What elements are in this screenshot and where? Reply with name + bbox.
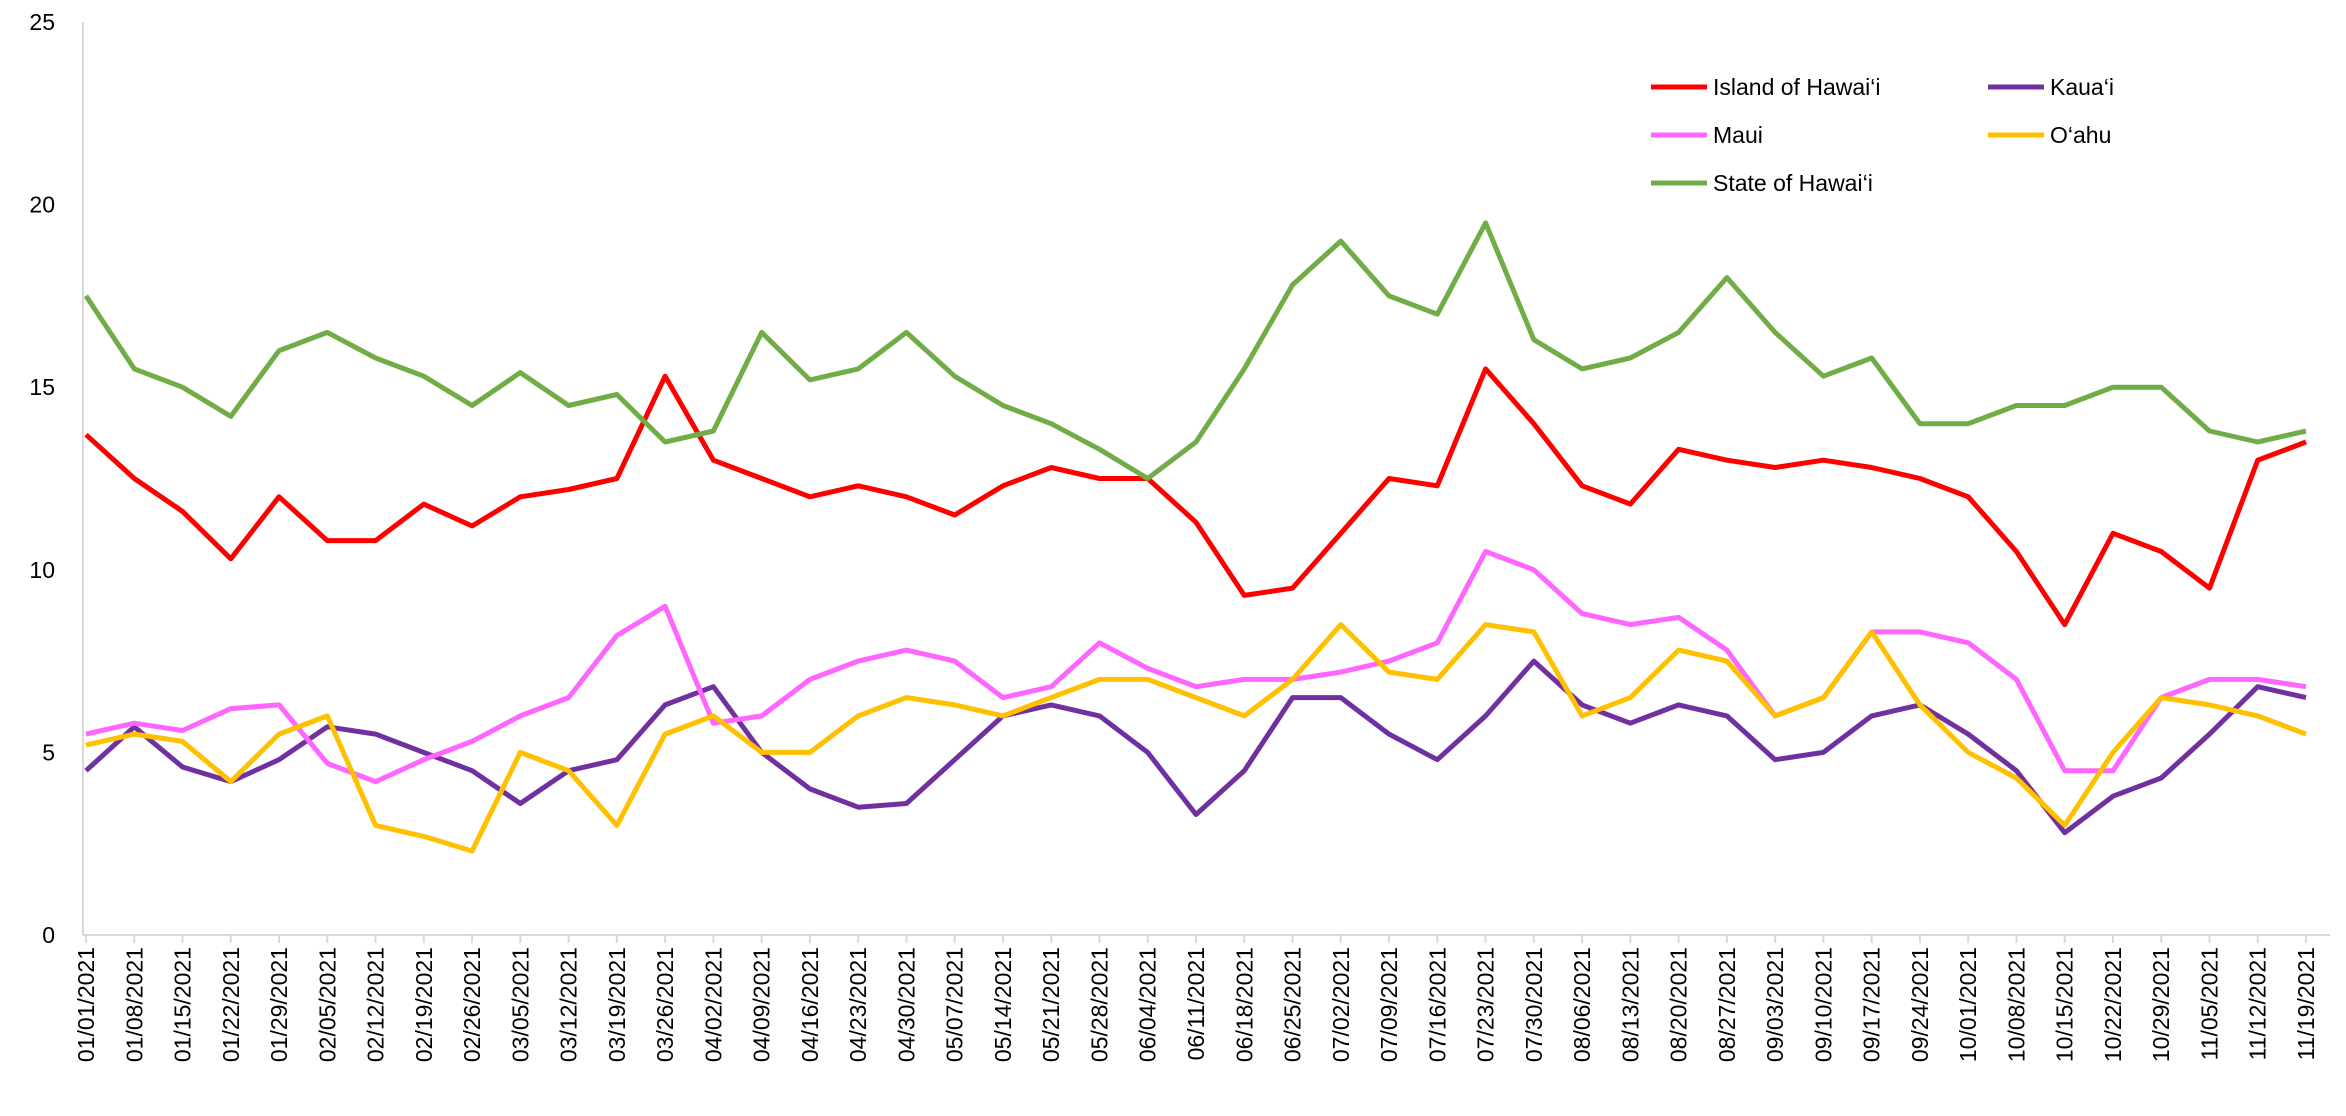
series-line (84, 658, 2307, 836)
y-tick-label: 5 (42, 739, 55, 765)
x-tick-label: 04/30/2021 (893, 947, 919, 1062)
x-tick-label: 01/01/2021 (73, 947, 99, 1062)
x-tick-label: 10/22/2021 (2100, 947, 2126, 1062)
x-tick-label: 04/16/2021 (797, 947, 823, 1062)
x-tick-label: 07/02/2021 (1328, 947, 1354, 1062)
x-tick-label: 07/16/2021 (1424, 947, 1450, 1062)
x-tick-label: 11/19/2021 (2293, 947, 2319, 1060)
x-tick-label: 07/30/2021 (1521, 947, 1547, 1062)
x-tick-label: 03/12/2021 (556, 947, 582, 1062)
x-tick-label: 08/06/2021 (1569, 947, 1595, 1062)
x-tick-label: 01/15/2021 (170, 947, 196, 1062)
x-tick-label: 04/02/2021 (700, 947, 726, 1062)
x-tick-label: 05/21/2021 (1038, 947, 1064, 1062)
legend-label: Maui (1713, 122, 1763, 148)
x-tick-label: 05/28/2021 (1086, 947, 1112, 1062)
x-tick-label: 05/07/2021 (942, 947, 968, 1062)
series-line (85, 622, 2307, 854)
legend-label: Kaua‘i (2050, 74, 2114, 100)
x-tick-label: 10/01/2021 (1955, 947, 1981, 1062)
x-tick-label: 02/12/2021 (363, 947, 389, 1062)
y-tick-label: 20 (29, 192, 55, 218)
series-line (85, 549, 2307, 785)
x-tick-label: 06/25/2021 (1280, 947, 1306, 1062)
x-tick-label: 01/08/2021 (121, 947, 147, 1062)
x-tick-label: 02/19/2021 (411, 947, 437, 1062)
y-tick-label: 25 (29, 9, 55, 35)
x-tick-label: 01/29/2021 (266, 947, 292, 1062)
x-tick-label: 06/18/2021 (1231, 947, 1257, 1062)
x-tick-label: 01/22/2021 (218, 947, 244, 1062)
x-tick-label: 10/15/2021 (2052, 947, 2078, 1062)
x-tick-label: 11/12/2021 (2245, 947, 2271, 1060)
x-tick-label: 09/03/2021 (1762, 947, 1788, 1062)
y-tick-label: 15 (29, 374, 55, 400)
legend-label: Island of Hawai‘i (1713, 74, 1880, 100)
x-tick-label: 07/09/2021 (1376, 947, 1402, 1062)
x-tick-label: 09/24/2021 (1907, 947, 1933, 1062)
x-tick-label: 08/20/2021 (1666, 947, 1692, 1062)
x-tick-label: 04/23/2021 (845, 947, 871, 1062)
x-tick-label: 03/05/2021 (507, 947, 533, 1062)
x-tick-label: 07/23/2021 (1473, 947, 1499, 1062)
x-tick-label: 03/19/2021 (604, 947, 630, 1062)
x-tick-label: 05/14/2021 (990, 947, 1016, 1062)
x-tick-label: 02/26/2021 (459, 947, 485, 1062)
x-tick-label: 08/27/2021 (1714, 947, 1740, 1062)
x-tick-label: 08/13/2021 (1617, 947, 1643, 1062)
series-line (84, 366, 2307, 628)
x-tick-label: 02/05/2021 (314, 947, 340, 1062)
legend-label: O‘ahu (2050, 122, 2111, 148)
y-tick-label: 10 (29, 557, 55, 583)
y-tick-label: 0 (42, 922, 55, 948)
x-tick-label: 11/05/2021 (2196, 947, 2222, 1060)
x-tick-label: 04/09/2021 (749, 947, 775, 1062)
x-tick-label: 03/26/2021 (652, 947, 678, 1062)
x-tick-label: 09/10/2021 (1810, 947, 1836, 1062)
x-tick-label: 06/11/2021 (1183, 947, 1209, 1060)
x-tick-label: 10/08/2021 (2003, 947, 2029, 1062)
x-tick-label: 06/04/2021 (1135, 947, 1161, 1062)
legend-label: State of Hawai‘i (1713, 170, 1873, 196)
x-tick-label: 09/17/2021 (1859, 947, 1885, 1062)
series-line (83, 220, 2307, 481)
x-tick-label: 10/29/2021 (2148, 947, 2174, 1062)
